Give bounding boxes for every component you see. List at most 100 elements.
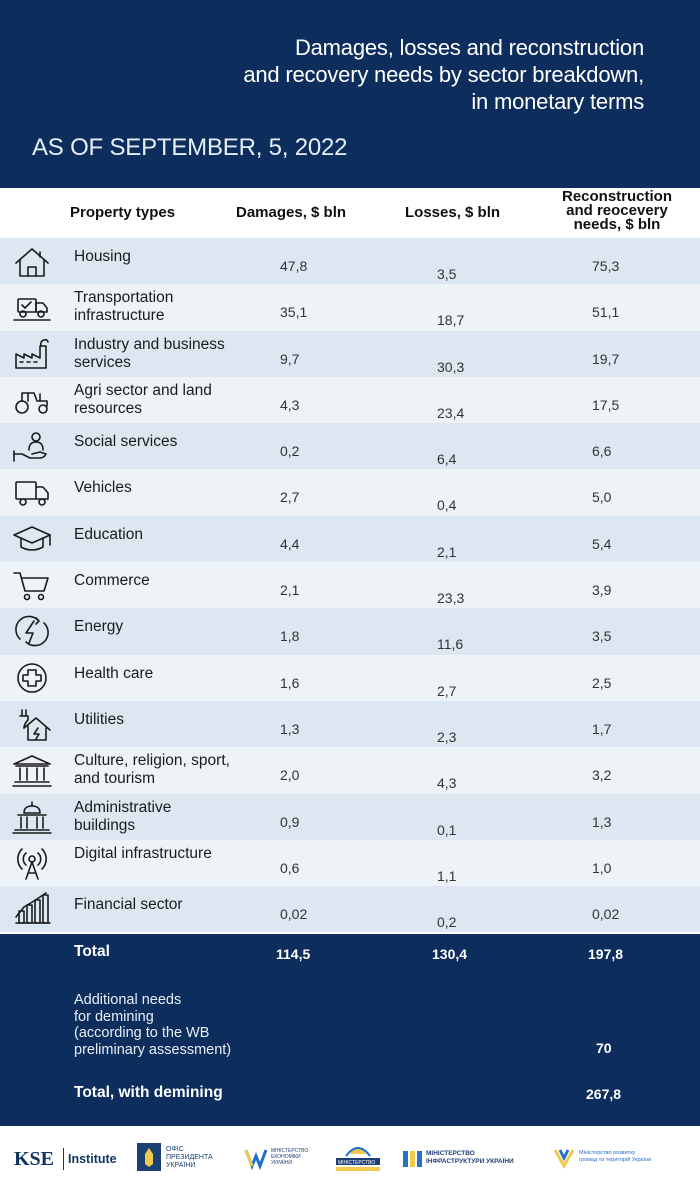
total-with-demining-needs: 267,8 [586,1086,622,1102]
property-type: Social services [74,433,178,451]
ministry-infrastructure-logo: МІНІСТЕРСТВО ІНФРАСТРУКТУРИ УКРАЇНИ [402,1140,542,1176]
table-row: Culture, religion, sport, and tourism 2,0… [0,747,700,794]
table-row: Housing 47,8 3,5 75,3 [0,238,700,285]
tractor-icon [10,382,54,418]
table-row: Commerce 2,1 23,3 3,9 [0,562,700,609]
table-row: Vehicles 2,7 0,4 5,0 [0,469,700,516]
needs-value: 5,4 [592,535,612,552]
logo-line: ЕКОНОМІКИ [271,1154,301,1160]
demining-line: preliminary assessment) [74,1041,232,1058]
ministry-icon [336,1147,380,1171]
damages-value: 1,8 [280,628,300,645]
logo-line: МІНІСТЕРСТВО [426,1150,475,1157]
table-row: Social services 0,2 6,4 6,6 [0,423,700,470]
damages-value: 2,0 [280,767,300,784]
government-building-icon [10,799,54,835]
ministry-logo: МІНІСТЕРСТВО [330,1140,390,1176]
property-type: Agri sector and land resources [74,381,212,417]
president-office-icon [137,1143,161,1171]
column-header-losses: Losses, $ bln [405,204,501,221]
table-row: Transportation infrastructure 35,1 18,7 51,… [0,284,700,331]
property-type: Education [74,525,143,543]
table-header: Property types Damages, $ bln Losses, $ … [0,188,700,238]
title-line: and recovery needs by sector breakdown, [243,62,644,87]
table-body: Housing 47,8 3,5 75,3 Transportation infrast… [0,238,700,933]
logo-line: УКРАЇНИ [271,1160,293,1166]
damages-value: 4,4 [280,535,300,552]
museum-icon [10,752,54,788]
logo-line: Міністерство розвитку [579,1150,636,1156]
table-row: Agri sector and land resources 4,3 23,4 17,… [0,376,700,424]
total-needs: 197,8 [588,946,624,962]
needs-value: 3,5 [592,628,612,645]
plug-house-icon [10,706,54,742]
total-losses: 130,4 [432,946,468,962]
demining-line: for demining [74,1008,154,1025]
losses-value: 6,4 [437,451,457,468]
damages-value: 0,9 [280,813,300,830]
signal-tower-icon [10,845,54,881]
needs-value: 1,0 [592,859,612,876]
title-line: Damages, losses and reconstruction [294,35,644,60]
as-of-date: AS OF SEPTEMBER, 5, 2022 [32,134,348,161]
needs-value: 1,7 [592,720,612,737]
column-header-damages: Damages, $ bln [236,204,347,221]
logo-line: ІНФРАСТРУКТУРИ УКРАЇНИ [426,1158,514,1165]
needs-value: 2,5 [592,674,612,691]
hand-person-icon [10,428,54,464]
header-banner: Damages, losses and reconstruction and r… [0,0,700,188]
president-office-logo: ОФІС ПРЕЗИДЕНТА УКРАЇНИ [136,1140,236,1176]
demining-label: Additional needs for demining (according… [74,992,294,1058]
damages-value: 47,8 [280,258,308,274]
footer-logos: KSE Institute ОФІС ПРЕЗИДЕНТА УКРАЇНИ МІ… [0,1126,700,1187]
losses-value: 0,1 [437,821,457,838]
needs-value: 19,7 [592,350,620,367]
house-icon [10,243,54,279]
losses-value: 0,2 [437,914,457,931]
logo-line: ОФІС [166,1146,184,1153]
table-row: Education 4,4 2,1 5,4 [0,515,700,563]
total-label: Total [74,943,110,960]
losses-value: 2,7 [437,682,457,699]
property-type: Financial sector [74,896,183,914]
losses-value: 2,3 [437,728,457,745]
losses-value: 18,7 [437,312,465,329]
table-row: Utilities 1,3 2,3 1,7 [0,700,700,748]
logo-line: громад та територій України [579,1157,652,1163]
needs-value: 51,1 [592,304,620,321]
losses-value: 23,3 [437,590,465,607]
demining-line: (according to the WB [74,1025,210,1041]
property-type: Housing [74,248,131,265]
lightning-icon [10,613,54,649]
ministry-economy-logo: МІНІСТЕРСТВО ЕКОНОМІКИ УКРАЇНИ [244,1140,324,1176]
damages-value: 0,2 [280,443,300,460]
logo-line: МІНІСТЕРСТВО [271,1148,309,1154]
table-row: Health care 1,6 2,7 2,5 [0,654,700,701]
property-type: Culture, religion, sport, and tourism [74,752,230,788]
losses-value: 23,4 [437,404,465,421]
needs-value: 0,02 [592,906,620,923]
property-type: Administrative buildings [74,798,172,834]
needs-value: 17,5 [592,396,620,413]
losses-value: 30,3 [437,358,465,375]
column-header-property: Property types [70,204,176,221]
demining-line: Additional needs [74,992,182,1008]
page-title: Damages, losses and reconstruction and r… [124,34,644,115]
factory-icon [10,336,54,372]
table-row: Digital infrastructure 0,6 1,1 1,0 [0,839,700,887]
damages-value: 1,6 [280,674,300,691]
column-header-reconstruction: Reconstruction and reocevery needs, $ bl… [561,188,672,233]
medical-cross-icon [10,660,54,696]
damages-value: 2,1 [280,582,300,599]
demining-needs: 70 [596,1040,612,1056]
property-type: Commerce [74,572,150,590]
property-type: Industry and business services [74,335,225,371]
kse-logo: KSE [14,1148,55,1170]
needs-value: 6,6 [592,443,612,460]
ministry-regional-icon [553,1149,575,1170]
needs-value: 75,3 [592,258,620,274]
totals-section: Total 114,5 130,4 197,8 Additional needs… [0,934,700,1126]
logo-line: МІНІСТЕРСТВО [338,1160,376,1166]
ministry-regional-logo: Міністерство розвитку громад та територі… [552,1140,698,1176]
